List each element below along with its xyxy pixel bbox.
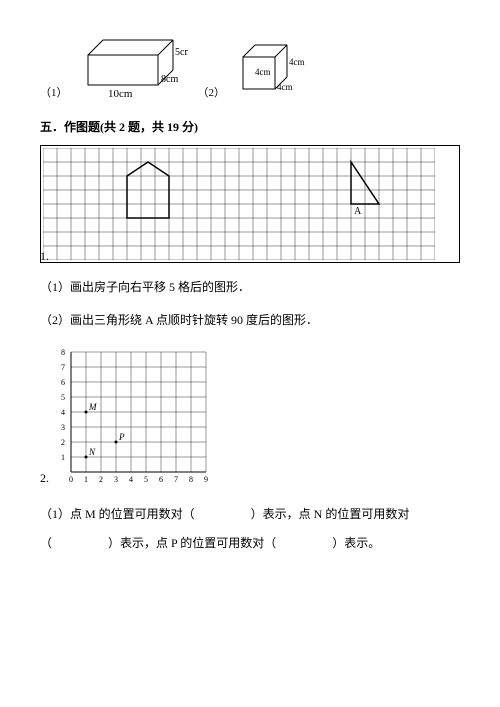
q2-1-a: （1）点 M 的位置可用数对（ (40, 507, 195, 521)
cube-a: 4cm (255, 67, 271, 77)
svg-text:P: P (118, 432, 125, 442)
cube-num: （2） (198, 84, 226, 100)
cuboid-diagram: 5cm 8cm 10cm (78, 30, 188, 100)
svg-text:2: 2 (99, 475, 103, 484)
q2-num: 2. (40, 471, 49, 486)
q2-1-c: （ (40, 536, 52, 550)
svg-text:6: 6 (61, 378, 65, 387)
q1-num: 1. (40, 249, 49, 263)
svg-text:9: 9 (204, 475, 208, 484)
cube-c: 4cm (277, 82, 293, 92)
svg-text:A: A (354, 206, 362, 217)
svg-text:3: 3 (114, 475, 118, 484)
svg-text:8: 8 (61, 348, 65, 357)
blank-p (279, 529, 329, 558)
cuboid-h: 5cm (175, 47, 188, 58)
grid-1-wrap: A 1. (40, 145, 460, 264)
svg-text:7: 7 (61, 363, 65, 372)
svg-text:4: 4 (129, 475, 133, 484)
cuboid-num: （1） (40, 84, 68, 100)
grid-1: A (43, 148, 435, 260)
q1-2: （2）画出三角形绕 A 点顺时针旋转 90 度后的图形． (40, 311, 460, 330)
svg-text:5: 5 (61, 393, 65, 402)
svg-text:0: 0 (69, 475, 73, 484)
q1-1: （1）画出房子向右平移 5 格后的图形． (40, 278, 460, 297)
svg-text:3: 3 (61, 423, 65, 432)
svg-text:1: 1 (84, 475, 88, 484)
cube-b: 4cm (289, 57, 305, 67)
shapes-row: （1） 5cm 8cm 10cm （2） 4cm 4cm 4cm (40, 30, 460, 100)
svg-text:5: 5 (144, 475, 148, 484)
svg-text:7: 7 (174, 475, 178, 484)
q2-1-e: ）表示。 (332, 536, 380, 550)
blank-m (198, 500, 248, 529)
q2-1-d: ）表示，点 P 的位置可用数对（ (108, 536, 276, 550)
svg-text:4: 4 (61, 408, 65, 417)
cuboid-w: 10cm (108, 88, 133, 100)
grid-2: 0 1 2 3 4 5 6 7 8 9 1 2 3 4 5 6 7 8 M N P (53, 344, 212, 486)
cube-diagram: 4cm 4cm 4cm (235, 35, 310, 100)
svg-text:1: 1 (61, 453, 65, 462)
svg-text:N: N (88, 447, 96, 457)
svg-text:6: 6 (159, 475, 163, 484)
q2-1-b: ）表示，点 N 的位置可用数对 (251, 507, 410, 521)
svg-text:8: 8 (189, 475, 193, 484)
svg-text:M: M (88, 402, 97, 412)
blank-n (55, 529, 105, 558)
svg-text:2: 2 (61, 438, 65, 447)
grid-2-wrap: 2. 0 1 2 3 4 5 6 7 8 9 1 2 3 4 5 6 7 8 M N P (40, 344, 460, 486)
section-5-title: 五．作图题(共 2 题，共 19 分) (40, 118, 460, 135)
q2-1: （1）点 M 的位置可用数对（ ）表示，点 N 的位置可用数对 （ ）表示，点 … (40, 500, 460, 558)
cuboid-d: 8cm (161, 74, 178, 85)
